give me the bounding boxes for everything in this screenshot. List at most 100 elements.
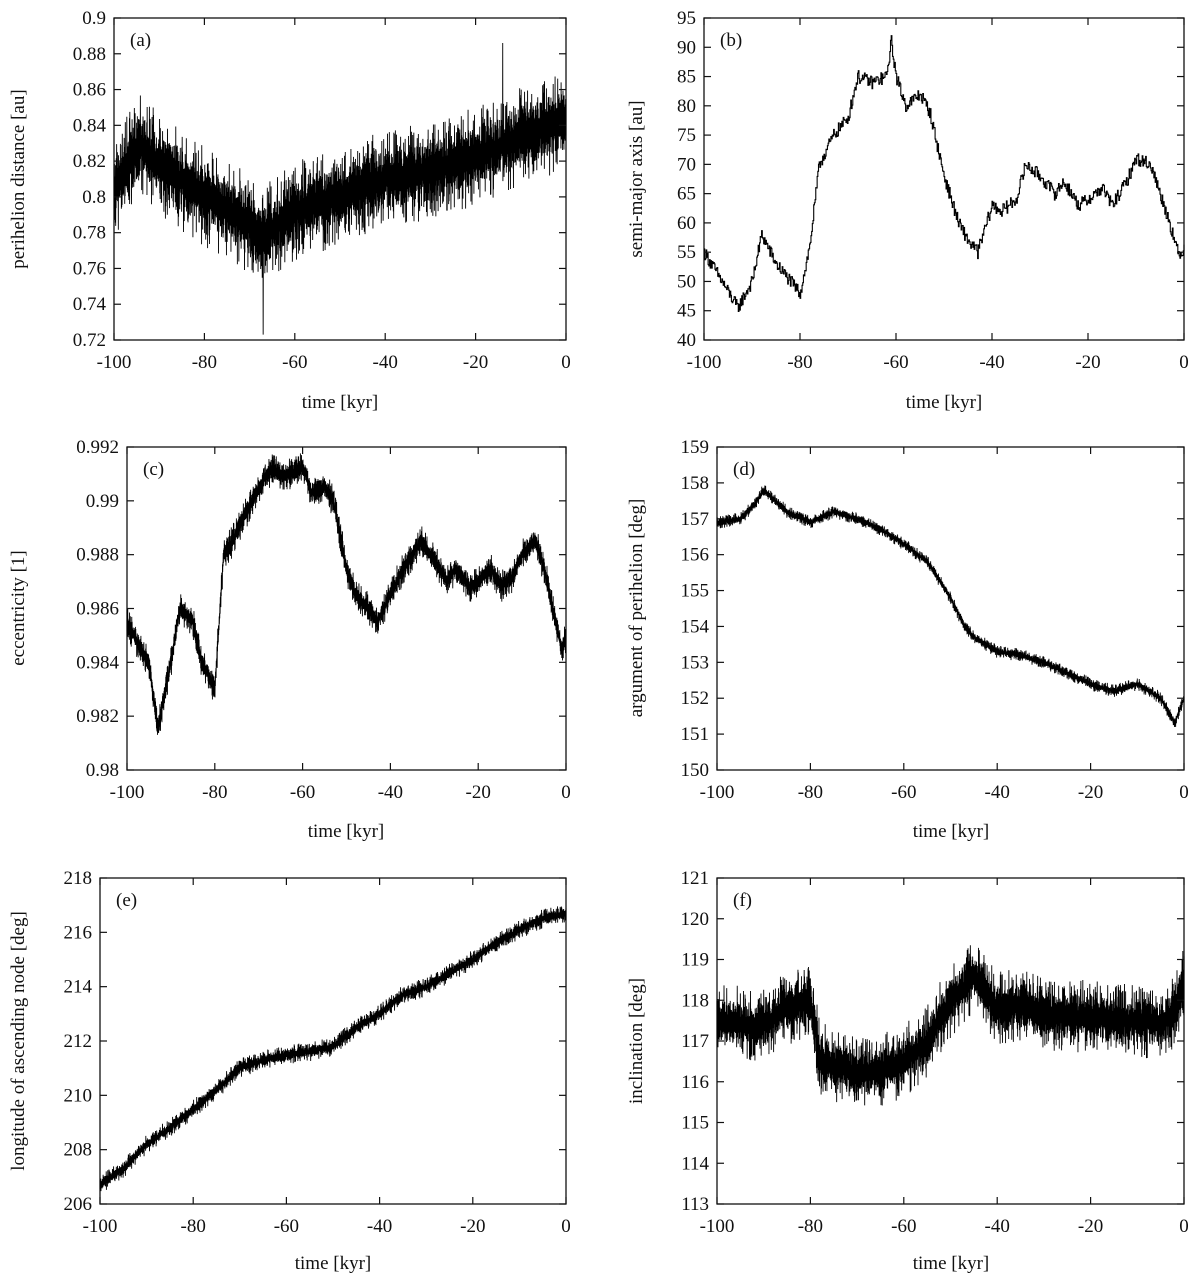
y-tick-label: 154	[681, 616, 710, 637]
y-tick-label: 0.9	[82, 8, 106, 29]
y-ticks: 0.98 0.982 0.984 0.986 0.988 0.99 0.992	[76, 437, 566, 781]
x-tick-label: -100	[97, 352, 132, 373]
x-tick-label: -60	[290, 782, 315, 803]
y-axis-title: argument of perihelion [deg]	[626, 499, 647, 718]
plot-frame	[703, 17, 1185, 341]
y-axis-title: inclination [deg]	[626, 978, 647, 1104]
y-ticks: 40 45 50 55 60 65 70 75 80 85 90 95	[677, 8, 1184, 351]
x-tick-label: 0	[1179, 1216, 1189, 1237]
panel-label: (f)	[733, 890, 752, 911]
x-tick-label: -80	[181, 1216, 206, 1237]
x-ticks: -100 -80 -60 -40 -20 0	[700, 447, 1189, 803]
x-tick-label: -60	[891, 782, 916, 803]
y-tick-label: 113	[681, 1194, 709, 1215]
panel-f: -100 -80 -60 -40 -20 0 1131141151161171181191…	[626, 868, 1189, 1274]
y-tick-label: 0.86	[73, 80, 106, 101]
x-tick-label: -40	[378, 782, 403, 803]
x-tick-label: -60	[282, 352, 307, 373]
y-axis-title: eccentricity [1]	[8, 550, 29, 666]
y-axis-title: longitude of ascending node [deg]	[8, 911, 29, 1171]
x-tick-label: -80	[192, 352, 217, 373]
y-tick-label: 155	[681, 581, 710, 602]
y-tick-label: 45	[677, 301, 696, 322]
x-tick-label: -20	[1075, 352, 1100, 373]
y-tick-label: 118	[681, 990, 709, 1011]
x-tick-label: 0	[1179, 352, 1189, 373]
y-tick-label: 0.72	[73, 330, 106, 351]
y-tick-label: 119	[681, 950, 709, 971]
x-axis-title: time [kyr]	[906, 392, 983, 413]
y-tick-label: 208	[64, 1140, 93, 1161]
x-tick-label: -80	[798, 782, 823, 803]
y-tick-label: 0.984	[76, 652, 119, 673]
y-tick-label: 0.988	[76, 545, 119, 566]
y-axis-title: semi-major axis [au]	[626, 100, 647, 257]
y-tick-label: 116	[681, 1072, 709, 1093]
y-tick-label: 70	[677, 154, 696, 175]
panel-label: (e)	[116, 890, 137, 911]
x-tick-label: -40	[985, 1216, 1010, 1237]
y-ticks: 150 151 152 153 154 155 156 157 158 159	[681, 437, 1184, 781]
x-tick-label: -20	[460, 1216, 485, 1237]
y-tick-label: 90	[677, 37, 696, 58]
y-tick-label: 115	[681, 1113, 709, 1134]
data-line	[99, 906, 567, 1192]
data-line	[716, 485, 1185, 728]
y-tick-label: 153	[681, 652, 710, 673]
x-tick-label: -20	[1078, 1216, 1103, 1237]
y-ticks: 206 208 210 212 214 216 218	[64, 868, 566, 1215]
y-tick-label: 0.982	[76, 706, 119, 727]
data-line	[704, 35, 1185, 313]
y-tick-label: 156	[681, 545, 710, 566]
y-tick-label: 75	[677, 125, 696, 146]
plot-frame	[126, 446, 567, 771]
x-ticks: -100 -80 -60 -40 -20 0	[110, 447, 571, 803]
x-axis-title: time [kyr]	[308, 821, 385, 842]
y-tick-label: 80	[677, 96, 696, 117]
y-tick-label: 0.88	[73, 44, 106, 65]
y-tick-label: 218	[64, 868, 93, 889]
y-tick-label: 0.992	[76, 437, 119, 458]
y-tick-label: 210	[64, 1085, 93, 1106]
x-tick-label: -20	[466, 782, 491, 803]
y-tick-label: 159	[681, 437, 710, 458]
data-line	[126, 453, 567, 735]
x-tick-label: -60	[274, 1216, 299, 1237]
y-tick-label: 120	[681, 909, 710, 930]
x-ticks: -100 -80 -60 -40 -20 0	[83, 878, 571, 1237]
panel-c: -100 -80 -60 -40 -20 0 0.980.9820.9840.9860.9…	[8, 437, 571, 842]
x-tick-label: 0	[561, 1216, 571, 1237]
x-tick-label: -80	[798, 1216, 823, 1237]
x-axis-title: time [kyr]	[913, 821, 990, 842]
data-line	[113, 43, 567, 335]
y-tick-label: 157	[681, 509, 710, 530]
x-axis-title: time [kyr]	[913, 1253, 990, 1274]
x-tick-label: -80	[787, 352, 812, 373]
x-tick-label: 0	[561, 352, 571, 373]
panel-label: (b)	[720, 30, 742, 51]
panel-a: -100 -80 -60 -40 -20 0 0.72 0.74 0.76 0.78 0.8 0.8…	[8, 8, 571, 413]
x-tick-label: -100	[83, 1216, 118, 1237]
x-tick-label: -40	[373, 352, 398, 373]
x-ticks: -100 -80 -60 -40 -20 0	[700, 878, 1189, 1237]
x-tick-label: -20	[1078, 782, 1103, 803]
y-ticks: 113 114 115 116 117 118 119 120 121	[681, 868, 1184, 1215]
y-tick-label: 0.99	[86, 491, 119, 512]
y-tick-label: 206	[64, 1194, 93, 1215]
panel-b: -100 -80 -60 -40 -20 0 40 45 50 55 60 65 70 75 80 85 90…	[626, 8, 1189, 413]
y-tick-label: 95	[677, 8, 696, 29]
x-tick-label: -60	[891, 1216, 916, 1237]
y-axis-title: perihelion distance [au]	[8, 89, 29, 268]
y-tick-label: 121	[681, 868, 710, 889]
y-tick-label: 0.82	[73, 151, 106, 172]
y-tick-label: 114	[681, 1153, 709, 1174]
x-tick-label: -100	[700, 782, 735, 803]
y-tick-label: 151	[681, 724, 710, 745]
x-tick-label: -40	[367, 1216, 392, 1237]
y-tick-label: 0.8	[82, 187, 106, 208]
y-tick-label: 50	[677, 271, 696, 292]
y-tick-label: 216	[64, 922, 93, 943]
y-tick-label: 85	[677, 67, 696, 88]
y-tick-label: 0.74	[73, 294, 107, 315]
